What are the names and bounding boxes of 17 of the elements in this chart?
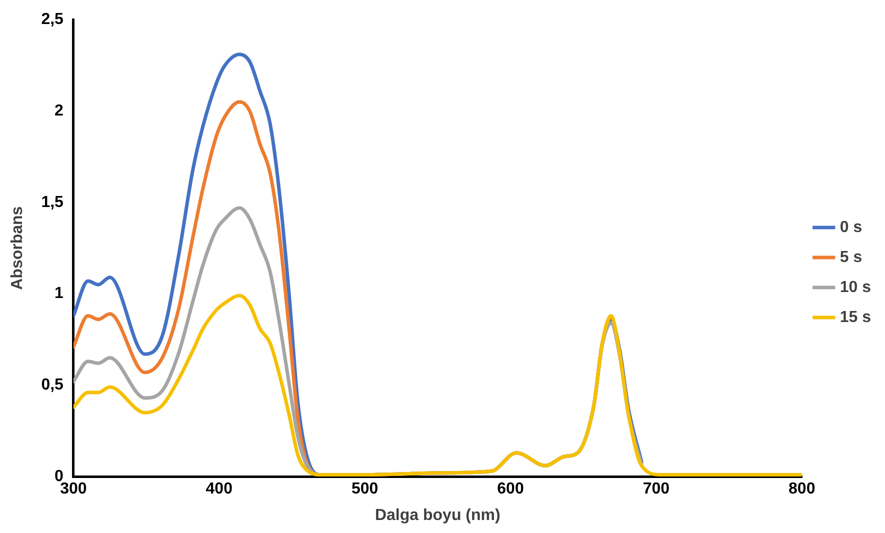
y-tick-label: 1: [54, 285, 64, 302]
y-tick-label: 1,5: [41, 194, 64, 211]
y-tick-label: 2,5: [41, 11, 64, 28]
x-tick-label: 800: [788, 480, 816, 498]
legend-label: 5 s: [840, 248, 862, 266]
legend-label: 15 s: [840, 308, 872, 326]
x-tick-label: 700: [642, 480, 670, 498]
y-tick-label: 2: [54, 102, 64, 120]
x-tick-label: 300: [60, 480, 87, 498]
y-tick-label: 0,5: [41, 376, 64, 394]
x-tick-label: 400: [206, 480, 233, 498]
legend-label: 10 s: [840, 278, 872, 296]
legend-label: 0 s: [840, 218, 862, 236]
x-tick-label: 500: [351, 480, 378, 498]
y-axis-title: Absorbans: [9, 206, 26, 290]
x-axis-title: Dalga boyu (nm): [374, 506, 500, 524]
x-tick-label: 600: [497, 480, 524, 498]
